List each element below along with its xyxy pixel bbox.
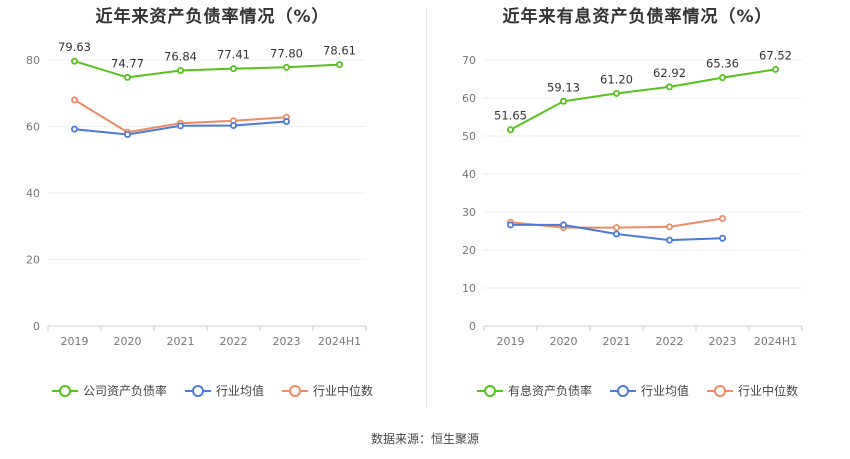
- x-tick-label: 2023: [273, 335, 301, 348]
- data-point: [176, 122, 184, 130]
- legend-label: 公司资产负债率: [82, 384, 167, 398]
- data-point: [665, 223, 673, 231]
- data-point: [771, 65, 779, 73]
- data-point: [559, 97, 567, 105]
- legend-item[interactable]: 行业均值: [184, 382, 264, 399]
- data-label: 77.41: [217, 48, 250, 62]
- y-tick-label: 40: [26, 187, 40, 200]
- data-point: [124, 73, 132, 81]
- data-point: [612, 230, 620, 238]
- y-tick-label: 60: [26, 121, 40, 134]
- data-label: 77.80: [270, 46, 303, 60]
- data-point: [282, 63, 290, 71]
- x-tick-label: 2022: [656, 335, 684, 348]
- data-label: 59.13: [547, 80, 580, 94]
- data-point: [665, 236, 673, 244]
- y-tick-label: 80: [26, 54, 40, 67]
- legend-marker-icon: [476, 384, 503, 397]
- x-tick-label: 2020: [114, 335, 142, 348]
- series-line: [510, 68, 776, 131]
- data-label: 65.36: [706, 57, 739, 71]
- data-point: [665, 83, 673, 91]
- legend: 有息资产负债率 行业均值 行业中位数: [425, 382, 850, 399]
- legend-marker-icon: [51, 384, 78, 397]
- data-point: [71, 125, 79, 133]
- y-tick-label: 60: [462, 92, 476, 105]
- x-tick-label: 2020: [550, 335, 578, 348]
- legend-marker-icon: [609, 384, 636, 397]
- data-point: [71, 57, 79, 65]
- x-tick-label: 2024H1: [318, 335, 361, 348]
- y-tick-label: 40: [462, 168, 476, 181]
- plot-area: 0 20 40 60 80 2019 2020 2021 2022 2023 2024H1 79.63…: [26, 40, 367, 348]
- x-tick-label: 2023: [709, 335, 737, 348]
- data-label: 76.84: [164, 50, 197, 64]
- legend-item[interactable]: 行业中位数: [707, 382, 798, 399]
- legend-marker-icon: [184, 384, 211, 397]
- x-tick-label: 2021: [603, 335, 631, 348]
- data-point: [124, 130, 132, 138]
- legend-item[interactable]: 公司资产负债率: [51, 382, 167, 399]
- data-label: 78.61: [323, 44, 356, 58]
- source-note: 数据来源：恒生聚源: [370, 432, 479, 446]
- data-point: [559, 221, 567, 229]
- y-tick-label: 20: [26, 254, 40, 267]
- data-label: 67.52: [759, 48, 792, 62]
- legend-label: 行业均值: [215, 384, 264, 398]
- data-label: 79.63: [58, 40, 91, 54]
- data-point: [612, 89, 620, 97]
- legend-label: 行业均值: [640, 384, 689, 398]
- data-point: [335, 61, 343, 69]
- data-point: [612, 224, 620, 232]
- y-tick-label: 30: [462, 206, 476, 219]
- x-tick-label: 2019: [497, 335, 525, 348]
- legend: 公司资产负债率 行业均值 行业中位数: [0, 382, 425, 399]
- x-tick-label: 2024H1: [754, 335, 797, 348]
- data-point: [507, 126, 515, 134]
- legend-item[interactable]: 行业中位数: [282, 382, 373, 399]
- data-point: [176, 67, 184, 75]
- legend-label: 行业中位数: [738, 384, 799, 398]
- data-point: [718, 74, 726, 82]
- x-tick-label: 2021: [167, 335, 195, 348]
- legend-marker-icon: [282, 384, 308, 397]
- chart-title: 近年来有息资产负债率情况（%）: [502, 7, 773, 27]
- data-point: [71, 96, 79, 104]
- legend-marker-icon: [707, 384, 733, 397]
- x-tick-label: 2022: [220, 335, 248, 348]
- chart-right: 近年来有息资产负债率情况（%） 0 10 20 30 40 50 60 70 2019 2020 2…: [425, 0, 850, 420]
- data-point: [282, 118, 290, 126]
- x-tick-label: 2019: [61, 335, 89, 348]
- data-label: 74.77: [111, 56, 144, 70]
- data-label: 62.92: [653, 66, 686, 80]
- data-point: [229, 122, 237, 130]
- legend-label: 行业中位数: [313, 384, 374, 398]
- data-label: 61.20: [600, 72, 633, 86]
- data-point: [507, 221, 515, 229]
- series-line: [74, 60, 340, 79]
- plot-area: 0 10 20 30 40 50 60 70 2019 2020 2021 2022 2023 2024H…: [462, 48, 803, 348]
- y-tick-label: 10: [462, 282, 476, 295]
- y-tick-label: 50: [462, 130, 476, 143]
- y-tick-label: 70: [462, 54, 476, 67]
- legend-item[interactable]: 行业均值: [609, 382, 689, 399]
- legend-label: 有息资产负债率: [507, 384, 592, 398]
- data-point: [718, 234, 726, 242]
- data-point: [229, 65, 237, 73]
- y-tick-label: 0: [33, 320, 40, 333]
- data-label: 51.65: [494, 109, 527, 123]
- panel-divider: [426, 8, 427, 408]
- chart-title: 近年来资产负债率情况（%）: [95, 7, 330, 27]
- y-tick-label: 0: [469, 320, 476, 333]
- y-tick-label: 20: [462, 244, 476, 257]
- legend-item[interactable]: 有息资产负债率: [476, 382, 592, 399]
- chart-left: 近年来资产负债率情况（%） 0 20 40 60 80 2019 2020 2021 2022 2…: [0, 0, 425, 420]
- data-point: [718, 214, 726, 222]
